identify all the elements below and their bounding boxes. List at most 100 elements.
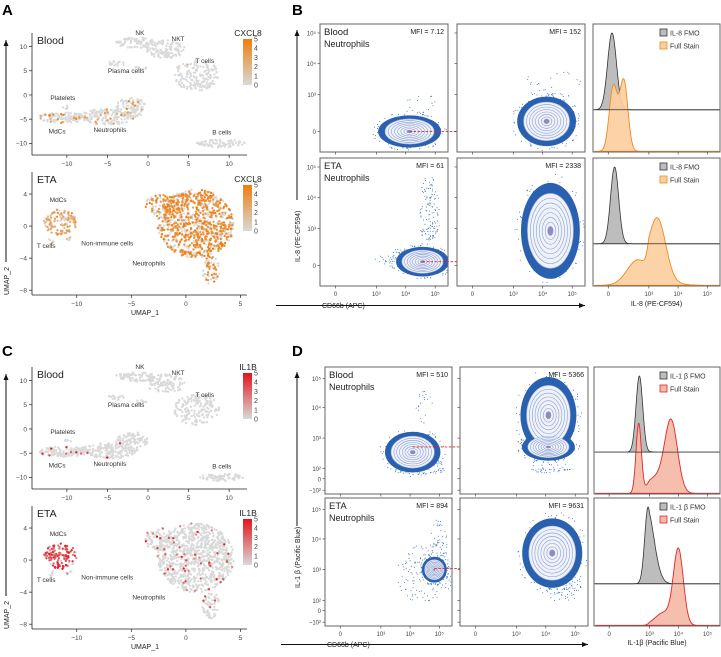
umap-cell-point <box>166 42 169 45</box>
umap-cell-point <box>200 523 204 526</box>
umap-cell-point <box>52 211 56 214</box>
umap-cell-point <box>175 414 179 418</box>
umap-cell-point <box>207 71 210 75</box>
umap-cell-point <box>157 207 161 211</box>
umap-cell-point <box>225 560 229 564</box>
umap-cell-point <box>221 548 225 551</box>
umap-cell-point <box>170 239 174 243</box>
event-point <box>394 148 396 150</box>
umap-cell-point <box>176 198 179 202</box>
umap-cell-point <box>190 535 193 538</box>
umap-cell-point <box>224 576 227 579</box>
x-tick-label: −10 <box>71 301 82 308</box>
umap-cell-point <box>210 570 213 573</box>
umap-cell-point <box>118 122 121 125</box>
flow-contour-plot: MFI = 152 <box>454 23 586 155</box>
umap-cell-point <box>201 253 204 257</box>
umap-cell-point <box>49 216 53 219</box>
umap-cell-point <box>132 440 135 443</box>
umap-cell-point <box>226 228 230 231</box>
umap-cell-point <box>54 112 58 115</box>
umap-cell-point <box>189 62 192 65</box>
umap-cell-point <box>188 244 192 247</box>
umap-cell-point <box>184 245 187 248</box>
arrowhead-icon <box>3 374 9 380</box>
umap-cell-point <box>213 280 216 283</box>
umap-cell-point <box>197 567 201 571</box>
event-point <box>426 228 428 230</box>
umap-cell-point <box>153 533 156 536</box>
umap-cell-point <box>110 455 113 458</box>
umap-cell-point <box>207 247 210 251</box>
event-point <box>377 127 379 129</box>
umap-cell-point <box>212 209 215 213</box>
event-point <box>432 236 434 238</box>
event-point <box>433 227 435 229</box>
umap-cell-point <box>100 111 103 114</box>
umap-cell-point <box>129 41 132 45</box>
umap-cell-point <box>199 230 202 234</box>
umap-cell-point <box>129 101 132 104</box>
umap-cell-point <box>201 554 204 557</box>
x-tick-label: −10 <box>71 635 82 642</box>
y-tick-label: 10⁵ <box>307 30 317 37</box>
umap-cell-point <box>219 566 222 569</box>
umap-cell-point <box>201 269 205 272</box>
umap-cell-point <box>69 450 73 454</box>
umap-cell-point <box>175 203 178 206</box>
umap-cell-point <box>219 215 222 218</box>
umap-cell-point <box>89 445 92 448</box>
umap-cell-point <box>65 231 68 235</box>
umap-cell-point <box>50 115 53 119</box>
umap-cell-point <box>172 541 176 544</box>
event-point <box>551 95 553 97</box>
umap-cell-point <box>133 104 136 107</box>
y-tick-label: 0 <box>23 426 27 433</box>
umap-cell-point <box>53 220 56 223</box>
umap-cell-point <box>192 230 195 234</box>
umap-cell-point <box>176 530 179 533</box>
umap-cell-point <box>193 525 196 529</box>
event-point <box>438 122 439 124</box>
umap-cell-point <box>185 245 189 248</box>
umap-cell-point <box>134 379 137 383</box>
umap-cell-point <box>174 575 177 578</box>
umap-cell-point <box>229 142 232 145</box>
umap-cell-point <box>49 120 52 123</box>
event-point <box>432 145 434 147</box>
event-point <box>427 231 429 232</box>
umap-cell-point <box>165 208 168 211</box>
umap-cell-point <box>198 556 201 559</box>
umap-cell-point <box>116 117 119 121</box>
event-point <box>382 258 384 260</box>
umap-cell-point <box>166 39 169 42</box>
umap-cell-point <box>207 556 211 560</box>
event-point <box>451 255 452 256</box>
event-point <box>374 138 376 139</box>
umap-cell-point <box>201 84 204 87</box>
event-point <box>426 197 428 199</box>
umap-cell-point <box>219 225 223 228</box>
umap-cell-point <box>164 553 167 556</box>
umap-cell-point <box>210 599 214 602</box>
umap-cell-point <box>94 120 97 124</box>
event-point <box>551 93 553 95</box>
umap-cell-point <box>154 47 157 51</box>
umap-cell-point <box>205 229 208 232</box>
umap-cell-point <box>228 145 231 148</box>
umap-cell-point <box>159 196 162 200</box>
umap-cell-point <box>212 574 215 577</box>
umap-cell-point <box>197 209 200 212</box>
umap-cell-point <box>212 399 216 402</box>
umap-cell-point <box>221 552 224 555</box>
umap-cell-point <box>164 206 167 209</box>
umap-cell-point <box>211 549 214 552</box>
x-axis-title: UMAP_1 <box>131 310 159 317</box>
umap-cell-point <box>124 440 127 443</box>
umap-cell-point <box>168 388 171 391</box>
umap-cell-point <box>183 561 187 564</box>
umap-cell-point <box>183 85 186 88</box>
umap-cell-point <box>58 547 61 550</box>
event-point <box>431 102 433 104</box>
umap-cell-point <box>48 549 52 552</box>
